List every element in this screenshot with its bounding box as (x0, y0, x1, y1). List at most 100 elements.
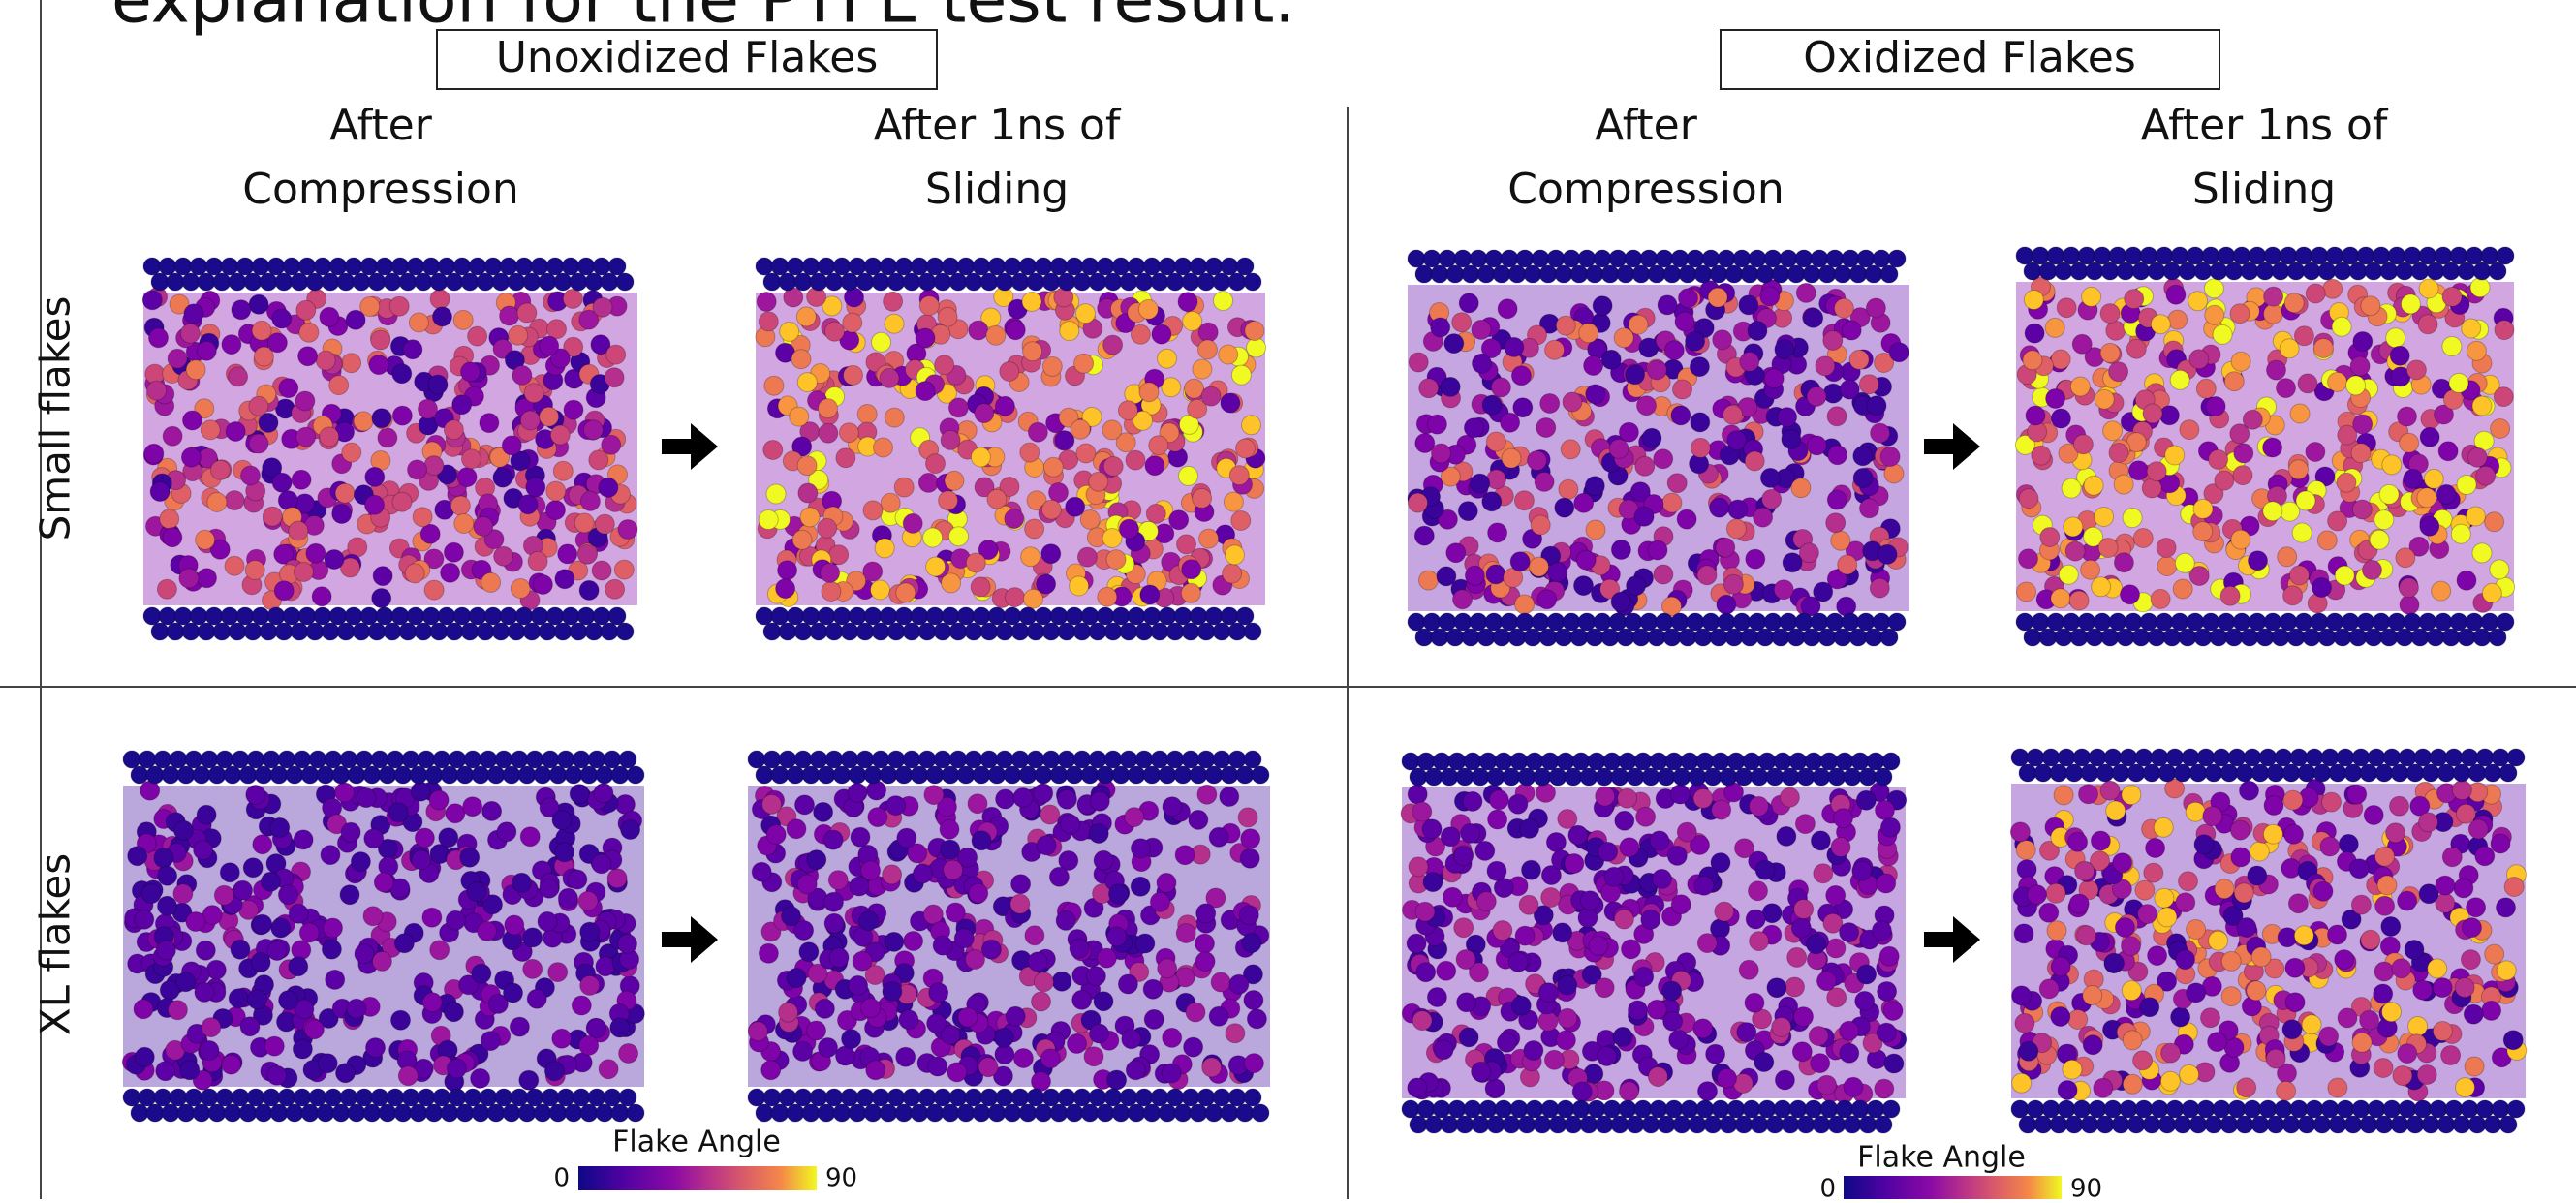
particle (2334, 629, 2351, 646)
particle (372, 589, 391, 608)
particle (1019, 766, 1037, 784)
particle (2420, 516, 2439, 536)
particle (563, 289, 582, 308)
particle (810, 751, 827, 768)
particle (2148, 946, 2167, 966)
particle (422, 258, 440, 275)
particle (341, 822, 360, 842)
particle (1589, 936, 1608, 955)
particle (934, 623, 951, 640)
particle (2228, 749, 2246, 766)
particle (1006, 588, 1025, 607)
particle (939, 491, 958, 510)
particle (2406, 360, 2426, 380)
particle (1856, 790, 1876, 810)
particle (142, 291, 162, 310)
particle (487, 1104, 505, 1122)
particle (799, 942, 819, 962)
particle (1458, 502, 1477, 521)
particle (580, 1104, 598, 1122)
particle (966, 553, 985, 572)
particle (1409, 857, 1428, 877)
particle (1652, 869, 1671, 888)
particle (2294, 926, 2313, 945)
particle (1572, 1100, 1590, 1118)
particle (139, 1089, 156, 1106)
particle (520, 411, 540, 430)
particle (2240, 781, 2259, 800)
particle (2016, 247, 2033, 264)
particle (167, 623, 184, 640)
particle (2392, 959, 2411, 978)
particle (1648, 1067, 1667, 1087)
particle (1632, 265, 1650, 283)
particle (548, 963, 568, 982)
particle (1563, 392, 1582, 412)
particle (1060, 322, 1079, 341)
particle (2225, 262, 2243, 280)
particle (1787, 265, 1805, 283)
particle (1244, 273, 1261, 291)
particle (2042, 1100, 2060, 1118)
particle (1402, 1100, 1419, 1118)
particle (246, 786, 265, 805)
particle (1465, 566, 1484, 585)
particle (1603, 1100, 1621, 1118)
particle (1818, 629, 1836, 646)
particle (402, 1089, 419, 1106)
particle (1244, 623, 1261, 640)
particle (1879, 946, 1899, 966)
particle (1186, 1002, 1205, 1022)
particle (2062, 478, 2081, 498)
particle (2166, 1100, 2184, 1118)
particle (1669, 1030, 1689, 1049)
particle (562, 607, 579, 625)
particle (2306, 284, 2325, 303)
particle (1182, 273, 1199, 291)
particle (461, 273, 479, 291)
particle (580, 975, 600, 995)
particle (1119, 519, 1138, 539)
particle (2156, 247, 2173, 264)
particle (903, 1089, 920, 1106)
particle (1073, 273, 1091, 291)
particle (2187, 613, 2204, 631)
particle (957, 1104, 975, 1122)
particle (978, 1058, 998, 1077)
particle (1514, 491, 1534, 510)
particle (1586, 520, 1605, 540)
particle (410, 1104, 427, 1122)
particle (2151, 589, 2170, 608)
particle (255, 1104, 272, 1122)
particle (477, 623, 494, 640)
particle (481, 1032, 500, 1051)
particle (2489, 629, 2506, 646)
particle (2437, 764, 2455, 782)
particle (2285, 993, 2305, 1012)
particle (841, 1089, 858, 1106)
particle (452, 395, 472, 415)
particle (298, 258, 316, 275)
particle (568, 870, 587, 889)
particle (573, 751, 590, 768)
particle (1174, 607, 1192, 625)
particle (779, 1002, 798, 1022)
particle (2125, 290, 2144, 309)
particle (1489, 790, 1508, 810)
particle (1089, 273, 1106, 291)
particle (2104, 953, 2124, 972)
particle (1090, 791, 1109, 811)
particle (493, 468, 512, 487)
particle (402, 751, 419, 768)
particle (2375, 764, 2393, 782)
particle (298, 347, 318, 366)
particle (2328, 372, 2347, 391)
particle (2285, 958, 2305, 977)
particle (1209, 827, 1228, 847)
particle (438, 258, 455, 275)
particle (884, 292, 903, 311)
particle (289, 521, 308, 540)
particle (1028, 952, 1047, 972)
particle (2206, 397, 2225, 416)
particle (2094, 613, 2111, 631)
